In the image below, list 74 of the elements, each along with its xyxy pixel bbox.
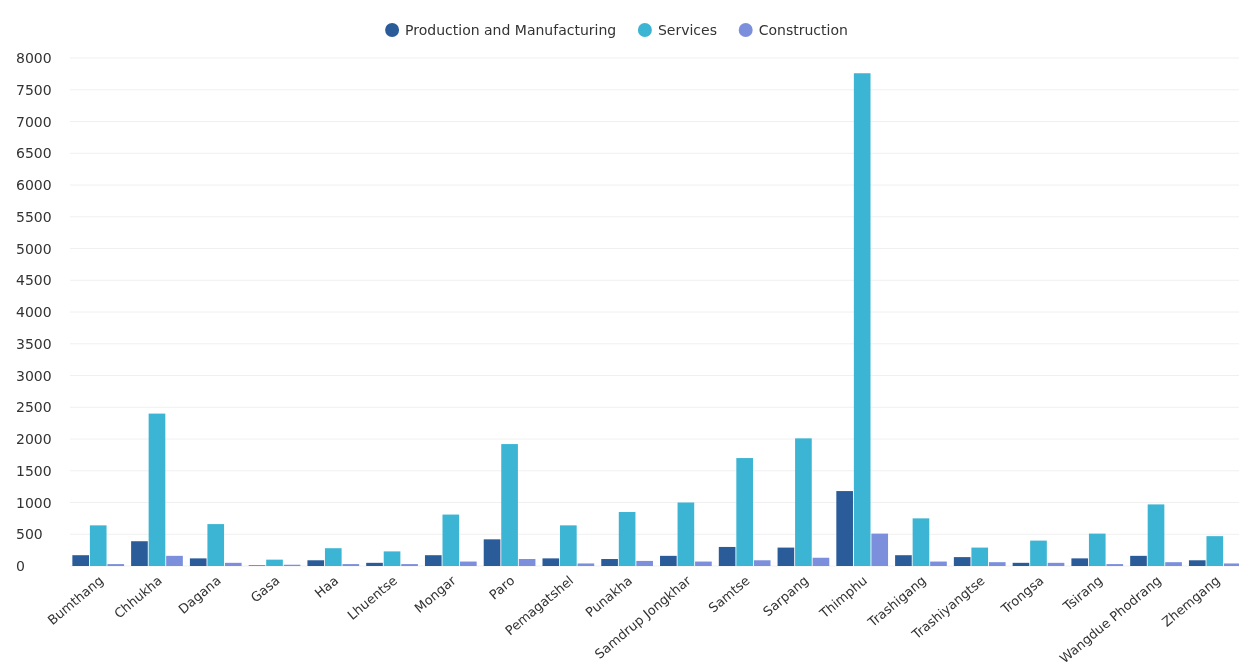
bar [148, 413, 166, 566]
y-tick-label: 3000 [16, 367, 52, 384]
bar [971, 547, 989, 566]
bar [542, 558, 560, 566]
bar [224, 562, 242, 566]
bar [424, 555, 442, 566]
bar [266, 559, 283, 566]
bar [812, 557, 830, 566]
y-tick-label: 2000 [16, 431, 52, 447]
bar [871, 533, 889, 566]
bar [366, 562, 383, 566]
y-tick-label: 8000 [16, 50, 52, 66]
y-tick-label: 500 [16, 526, 43, 543]
bar [695, 561, 712, 566]
y-tick-label: 1000 [16, 494, 52, 511]
bar [912, 518, 930, 566]
bar [518, 559, 536, 566]
bar [560, 525, 577, 566]
bar [189, 558, 207, 566]
bar [636, 560, 653, 566]
bar [988, 562, 1006, 566]
bar [1130, 555, 1147, 566]
y-tick-label: 5500 [16, 208, 52, 225]
bar [618, 512, 636, 566]
bar [953, 557, 971, 566]
y-tick-label: 4500 [16, 272, 52, 289]
bar [72, 555, 89, 566]
bar [460, 561, 477, 566]
bar [1088, 533, 1106, 566]
y-tick-label: 2500 [16, 399, 52, 416]
bar [1012, 562, 1030, 566]
bar [89, 525, 107, 566]
bar [677, 502, 695, 566]
y-tick-label: 6000 [16, 177, 52, 193]
y-tick-label: 7000 [16, 113, 52, 130]
y-tick-label: 6500 [16, 145, 52, 162]
bar [501, 444, 518, 566]
bar [1071, 558, 1089, 566]
bar [577, 563, 595, 566]
y-tick-label: 4000 [16, 304, 52, 320]
bar [1206, 536, 1224, 566]
y-tick-label: 7500 [16, 81, 52, 98]
bar [166, 555, 183, 566]
bar [1147, 504, 1165, 566]
bar [307, 560, 325, 566]
bar [930, 561, 947, 566]
bar [777, 547, 795, 566]
bar [324, 548, 342, 566]
bar [483, 539, 501, 566]
bar [601, 559, 618, 566]
bar [131, 541, 148, 566]
legend-label: Construction [758, 22, 848, 38]
x-tick-label: Haa [311, 572, 342, 601]
bar [207, 524, 225, 566]
y-tick-label: 0 [16, 558, 25, 574]
bar [660, 555, 677, 566]
bar [895, 555, 912, 566]
bar [836, 491, 853, 566]
bar [383, 551, 401, 566]
y-tick-label: 3500 [16, 335, 52, 352]
bar [1188, 560, 1206, 566]
bar [736, 458, 753, 566]
legend-label: Production and Manufacturing [405, 22, 617, 38]
bar [1165, 562, 1182, 566]
y-tick-label: 1500 [16, 462, 52, 479]
bar [795, 438, 812, 566]
y-tick-label: 5000 [16, 240, 52, 257]
bar [1030, 540, 1047, 566]
bar [753, 560, 771, 566]
bar [1047, 562, 1065, 566]
bar [718, 546, 736, 566]
bar [442, 514, 460, 566]
legend-label: Services [657, 22, 717, 38]
bar [853, 73, 871, 566]
